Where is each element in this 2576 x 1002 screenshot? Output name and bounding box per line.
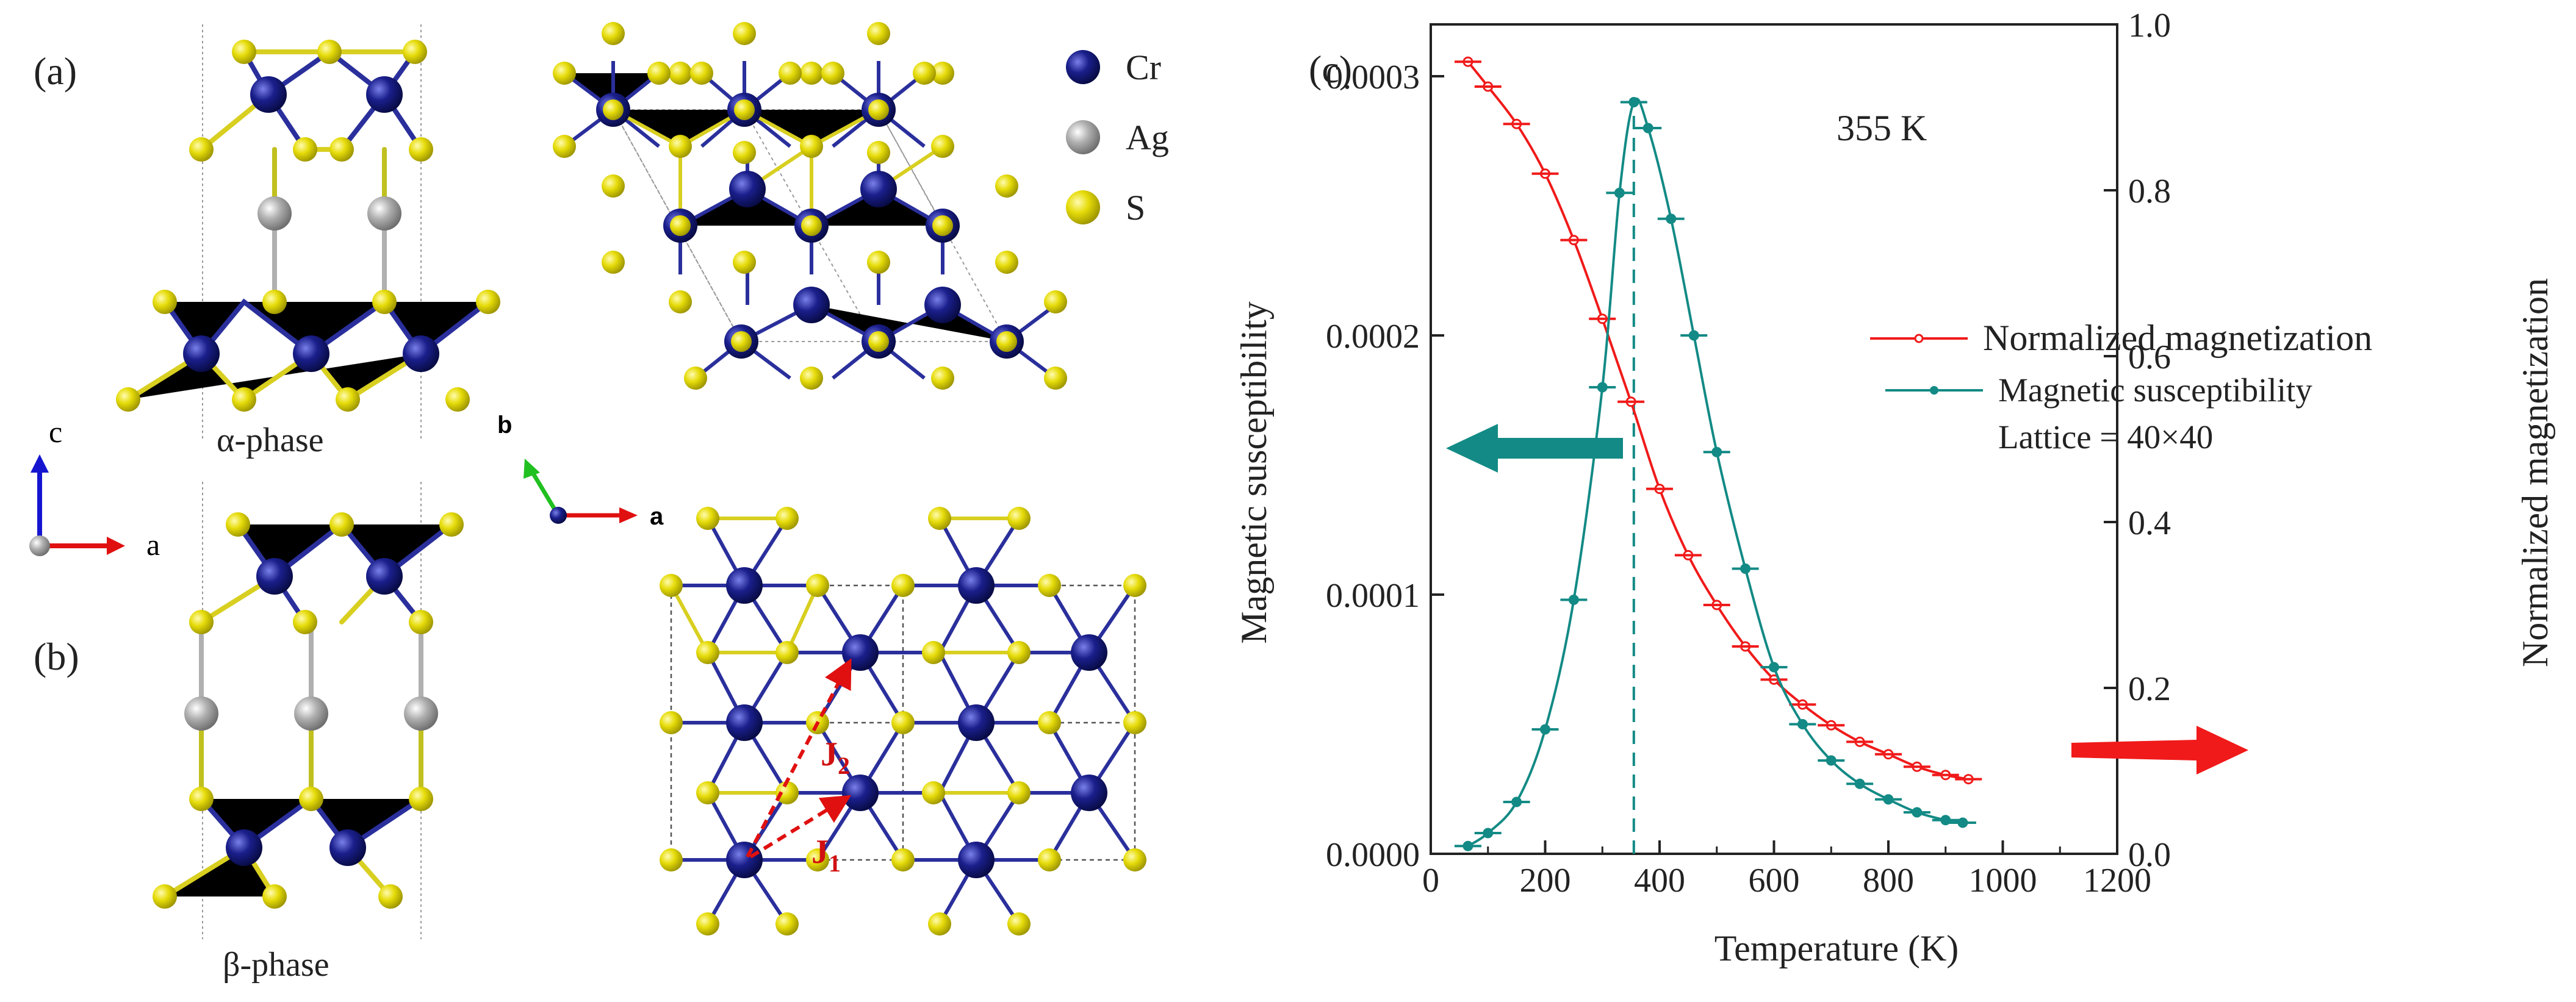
legend-ag-swatch [1066,120,1100,154]
chart-panel-c: (c) 0 200 400 600 800 1000 1200 0.0000 0.0001 0.0… [1234,7,2555,968]
y-left-tick-label: 0.0001 [1326,577,1420,615]
y-right-tick-label: 0.4 [2128,504,2171,542]
y-right-tick-label: 0.0 [2128,836,2171,874]
legend-lattice-label: Lattice = 40×40 [1998,418,2213,456]
tc-annotation: 355 K [1837,108,1927,148]
y-right-axis-label: Normalized magnetization [2515,278,2555,667]
y-right-tick-label: 0.6 [2128,338,2171,376]
x-tick-label: 1200 [2083,862,2151,900]
y-right-tick-label: 0.8 [2128,173,2171,210]
side-axes-indicator: c a [29,415,160,562]
x-tick-label: 200 [1520,862,1571,900]
right-axis-arrow-icon [2071,726,2248,775]
j1-label: J1 [811,833,841,877]
x-tick-label: 400 [1634,862,1685,900]
chart-legend: Normalized magnetization Magnetic suscep… [1870,318,2372,456]
legend-ag-label: Ag [1126,118,1169,157]
legend-s-swatch [1066,190,1100,224]
y-left-tick-label: 0.0002 [1326,318,1420,356]
legend-susc-label: Magnetic susceptibility [1998,371,2312,409]
j1-arrow [749,795,852,859]
alpha-phase-label: α-phase [217,421,324,459]
x-tick-label: 600 [1749,862,1800,900]
x-tick-label: 1000 [1969,862,2037,900]
y-right-tick-label: 1.0 [2128,7,2171,45]
crystal-structures: c a b a [29,22,1169,939]
y-left-tick-label: 0.0003 [1326,59,1420,96]
j2-label: J2 [821,735,850,779]
beta-phase-structure [153,482,464,939]
y-left-axis-label: Magnetic susceptibility [1234,301,1274,644]
x-tick-label: 0 [1422,862,1439,900]
susceptibility-line [1467,98,1963,847]
plot-area: 0 200 400 600 800 1000 1200 0.0000 0.0001 0.0002 0… [1326,7,2171,900]
legend-mag-label: Normalized magnetization [1983,318,2372,358]
panel-b-label: (b) [34,635,79,678]
panel-a-label: (a) [34,49,77,93]
beta-top-view: J2 J1 [660,507,1146,936]
panel-c-label: (c) [1309,48,1352,91]
j2-arrow [746,658,852,858]
left-axis-arrow-icon [1446,424,1623,473]
alpha-phase-structure [116,24,500,439]
atom-legend: Cr Ag S [1066,48,1169,227]
alpha-top-view [553,22,1067,390]
x-tick-label: 800 [1863,862,1914,900]
top-axes-indicator: b a [497,412,664,530]
y-left-tick-label: 0.0000 [1326,836,1420,874]
beta-phase-label: β-phase [223,946,329,984]
legend-cr-label: Cr [1126,48,1161,87]
axis-a-top-label: a [650,503,664,530]
y-right-tick-label: 0.2 [2128,670,2171,708]
legend-s-label: S [1126,188,1145,227]
axis-b-label: b [497,412,512,438]
axis-a-label: a [146,528,160,562]
axis-c-label: c [49,415,62,449]
legend-cr-swatch [1066,50,1100,84]
x-axis-label: Temperature (K) [1714,928,1959,968]
